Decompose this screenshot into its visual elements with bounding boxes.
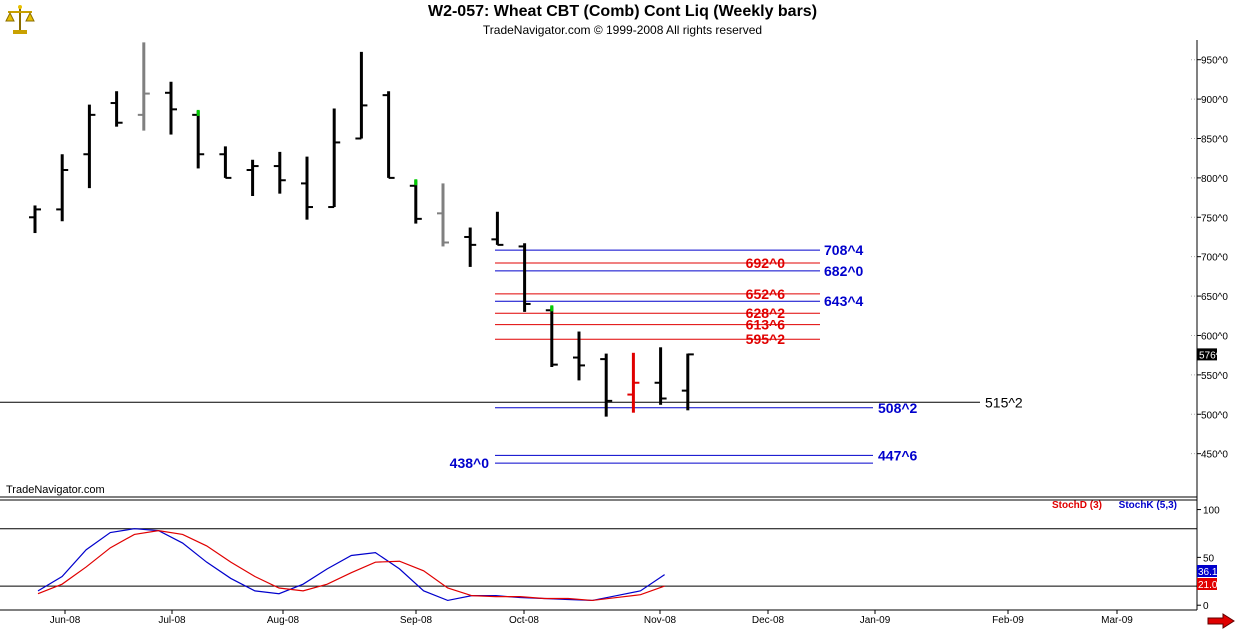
green-signal-mark: [550, 305, 554, 312]
y-tick-label: 800^0: [1201, 174, 1228, 185]
y-tick-label: 450^0: [1201, 450, 1228, 461]
y-tick-label: 700^0: [1201, 253, 1228, 264]
green-signal-mark: [196, 109, 200, 116]
level-label: 708^4: [824, 242, 864, 258]
x-tick-label: Oct-08: [509, 615, 539, 626]
y-tick-label: 750^0: [1201, 213, 1228, 224]
level-label: 652^6: [746, 286, 786, 302]
level-label: 595^2: [746, 331, 786, 347]
last-price-label: 576^0: [1199, 350, 1226, 361]
watermark: TradeNavigator.com: [6, 484, 105, 496]
level-label: 682^0: [824, 263, 864, 279]
stoch-y-tick-label: 100: [1203, 506, 1220, 517]
level-label: 447^6: [878, 447, 918, 463]
support-line-label: 515^2: [985, 394, 1023, 410]
y-tick-label: 850^0: [1201, 134, 1228, 145]
header: W2-057: Wheat CBT (Comb) Cont Liq (Weekl…: [0, 0, 1245, 40]
x-tick-label: Jul-08: [158, 615, 186, 626]
legend-stochk: StochK (5,3): [1119, 500, 1177, 511]
y-tick-label: 950^0: [1201, 56, 1228, 67]
y-tick-label: 650^0: [1201, 292, 1228, 303]
x-tick-label: Jun-08: [50, 615, 81, 626]
level-label: 643^4: [824, 293, 864, 309]
level-label: 628^2: [746, 305, 786, 321]
x-tick-label: Nov-08: [644, 615, 677, 626]
stoch-y-tick-label: 50: [1203, 553, 1215, 564]
stoch-last-value: 21.09: [1198, 580, 1223, 591]
level-label: 692^0: [746, 255, 786, 271]
y-tick-label: 550^0: [1201, 371, 1228, 382]
y-tick-label: 900^0: [1201, 95, 1228, 106]
chart-subtitle: TradeNavigator.com © 1999-2008 All right…: [482, 23, 763, 37]
legend-stochd: StochD (3): [1052, 500, 1102, 511]
green-signal-mark: [414, 179, 418, 186]
stoch-series-line: [37, 530, 665, 602]
level-label: 508^2: [878, 400, 918, 416]
level-label: 438^0: [450, 455, 490, 471]
stoch-y-tick-label: 0: [1203, 601, 1209, 612]
last-price-box: [1197, 348, 1217, 361]
stoch-last-value: 36.13: [1198, 567, 1223, 578]
x-tick-label: Mar-09: [1101, 615, 1133, 626]
red-arrow-right-icon[interactable]: [1206, 612, 1236, 630]
y-tick-label: 600^0: [1201, 331, 1228, 342]
stoch-last-value-box: [1197, 565, 1217, 577]
x-tick-label: Feb-09: [992, 615, 1024, 626]
x-tick-label: Dec-08: [752, 615, 785, 626]
level-label: 613^6: [746, 317, 786, 333]
x-tick-label: Aug-08: [267, 615, 300, 626]
stoch-series-line: [37, 528, 665, 602]
scales-icon[interactable]: [3, 3, 37, 37]
stoch-last-value-box: [1197, 578, 1217, 590]
chart-title: W2-057: Wheat CBT (Comb) Cont Liq (Weekl…: [427, 3, 818, 20]
x-tick-label: Sep-08: [400, 615, 433, 626]
x-tick-label: Jan-09: [860, 615, 891, 626]
y-tick-label: 500^0: [1201, 410, 1228, 421]
